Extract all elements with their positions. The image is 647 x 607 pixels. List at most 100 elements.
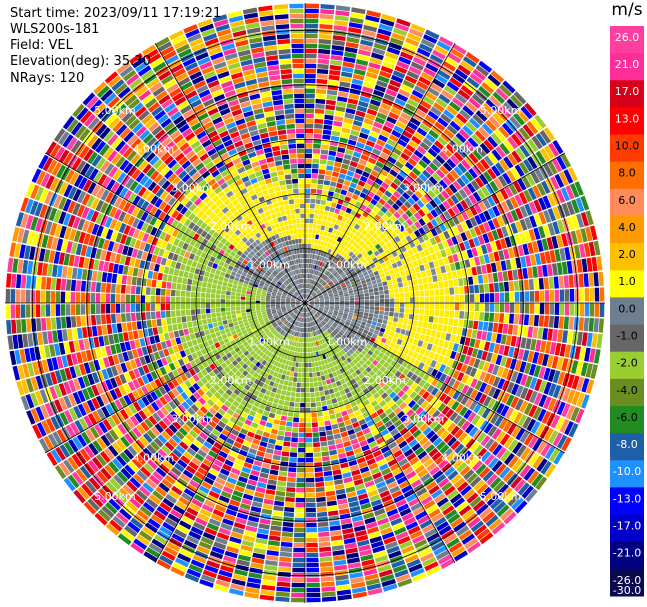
- radar-gate: [357, 347, 363, 353]
- radar-gate: [271, 213, 277, 219]
- radar-gate: [306, 597, 321, 603]
- radar-gate: [443, 419, 453, 429]
- radar-gate: [305, 457, 314, 463]
- radar-gate: [535, 423, 545, 437]
- radar-gate: [309, 305, 314, 308]
- radar-gate: [452, 380, 461, 390]
- radar-gate: [352, 365, 359, 371]
- radar-gate: [292, 572, 305, 578]
- radar-gate: [376, 335, 383, 341]
- radar-gate: [343, 311, 349, 315]
- radar-gate: [294, 352, 298, 357]
- radar-gate: [540, 340, 547, 353]
- radar-gate: [504, 303, 510, 313]
- radar-gate: [313, 377, 318, 382]
- radar-gate: [331, 464, 341, 471]
- radar-gate: [381, 392, 389, 400]
- radar-gate: [487, 457, 499, 469]
- radar-gate: [357, 338, 364, 344]
- radar-gate: [260, 589, 275, 596]
- radar-gate: [469, 441, 480, 453]
- radar-gate: [370, 400, 379, 407]
- radar-gate: [584, 347, 591, 362]
- radar-gate: [335, 347, 340, 353]
- radar-gate: [283, 441, 291, 447]
- radar-gate: [326, 314, 332, 318]
- radar-gate: [298, 442, 305, 448]
- radar-gate: [478, 321, 484, 331]
- radar-gate: [503, 511, 517, 525]
- radar-gate: [527, 326, 534, 338]
- radar-gate: [362, 387, 370, 395]
- radar-gate: [439, 373, 447, 382]
- radar-gate: [298, 362, 302, 368]
- radar-gate: [476, 432, 487, 444]
- radar-gate: [132, 330, 139, 340]
- radar-gate: [188, 327, 194, 334]
- radar-gate: [484, 438, 495, 450]
- radar-gate: [27, 333, 34, 347]
- radar-gate: [300, 397, 305, 403]
- radar-gate: [364, 380, 371, 388]
- radar-gate: [266, 484, 277, 491]
- radar-gate: [227, 319, 233, 324]
- radar-gate: [75, 280, 82, 292]
- radar-gate: [95, 293, 101, 303]
- radar-gate: [231, 287, 237, 292]
- radar-gate: [205, 303, 211, 309]
- radar-gate: [458, 432, 468, 443]
- radar-gate: [480, 450, 491, 463]
- radar-gate: [547, 398, 557, 412]
- radar-gate: [457, 417, 467, 428]
- radar-gate: [387, 346, 394, 353]
- radar-gate: [325, 316, 330, 321]
- radar-gate: [205, 334, 212, 341]
- radar-gate: [451, 401, 460, 411]
- radar-gate: [430, 359, 437, 368]
- radar-gate: [321, 313, 326, 318]
- radar-gate: [398, 365, 406, 373]
- radar-gate: [318, 317, 323, 321]
- radar-gate: [125, 285, 131, 294]
- radar-gate: [467, 516, 481, 529]
- radar-gate: [334, 407, 341, 414]
- radar-gate: [336, 317, 341, 321]
- radar-gate: [339, 321, 345, 325]
- radar-gate: [152, 327, 159, 336]
- radar-gate: [232, 317, 238, 323]
- radar-gate: [414, 376, 422, 385]
- radar-gate: [41, 276, 47, 290]
- radar-gate: [314, 304, 320, 306]
- radar-gate: [549, 342, 557, 355]
- radar-gate: [306, 497, 316, 503]
- radar-gate: [351, 318, 357, 323]
- radar-gate: [483, 490, 496, 503]
- radar-gate: [552, 384, 562, 399]
- radar-gate: [482, 511, 496, 524]
- radar-gate: [379, 327, 386, 333]
- radar-gate: [488, 386, 497, 398]
- radar-gate: [50, 304, 56, 317]
- radar-gate: [404, 303, 410, 308]
- radar-gate: [474, 369, 482, 380]
- radar-gate: [459, 406, 468, 417]
- radar-gate: [549, 448, 560, 462]
- radar-gate: [307, 352, 311, 358]
- radar-gate: [318, 526, 329, 532]
- radar-gate: [111, 273, 118, 284]
- radar-gate: [334, 341, 340, 347]
- radar-gate: [413, 394, 422, 403]
- radar-gate: [309, 304, 314, 307]
- radar-gate: [91, 326, 98, 337]
- radar-gate: [317, 511, 328, 517]
- radar-gate: [492, 388, 501, 400]
- radar-gate: [492, 376, 501, 388]
- radar-gate: [358, 372, 365, 380]
- radar-gate: [185, 334, 191, 342]
- radar-gate: [172, 324, 178, 331]
- radar-gate: [301, 337, 304, 343]
- radar-gate: [264, 405, 271, 412]
- radar-gate: [327, 383, 333, 390]
- radar-gate: [265, 422, 273, 428]
- radar-gate: [410, 365, 418, 373]
